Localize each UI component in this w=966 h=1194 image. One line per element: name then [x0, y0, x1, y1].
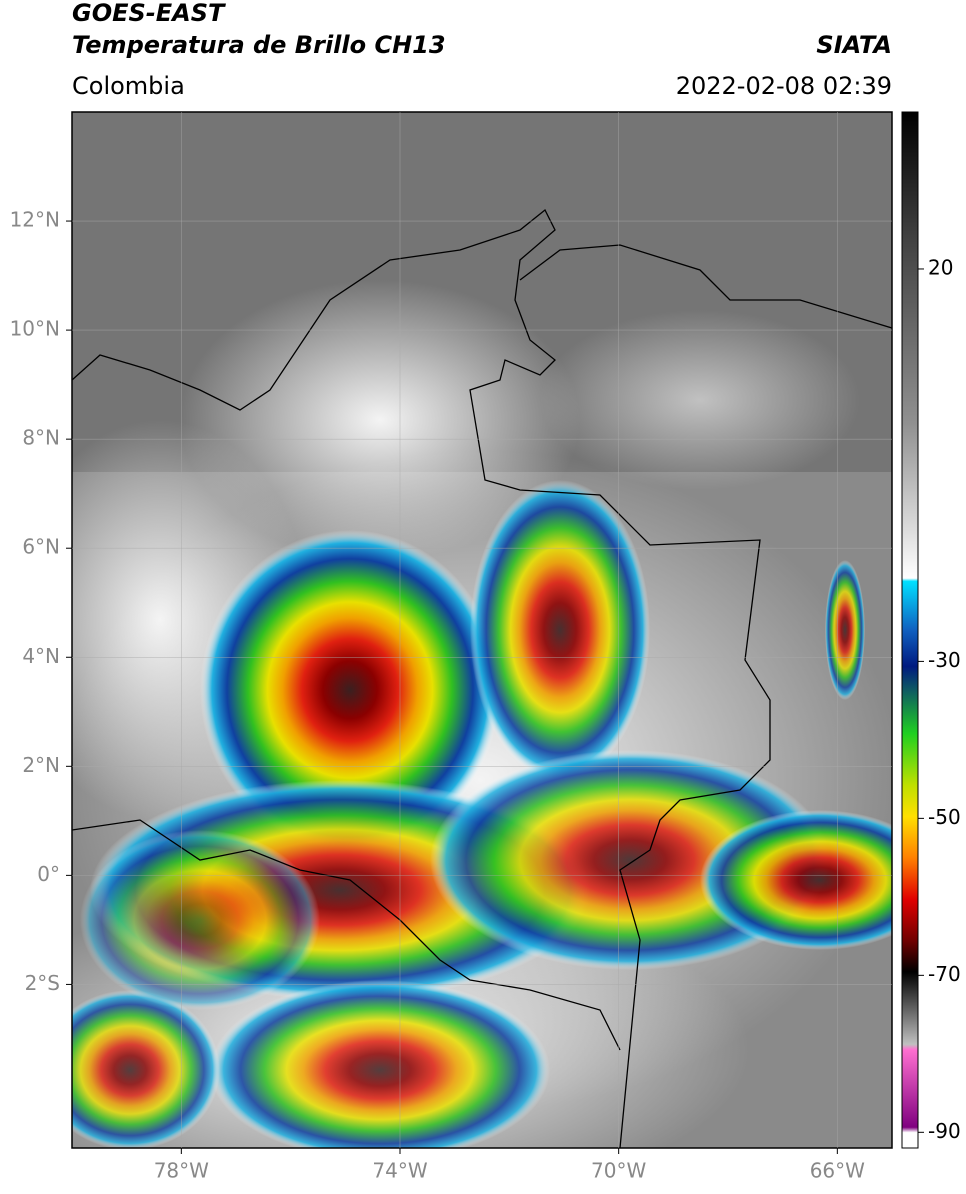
colorbar-tick-label: -90: [928, 1119, 961, 1143]
y-tick-label: 12°N: [10, 208, 60, 232]
y-tick-label: 4°N: [22, 644, 60, 668]
x-tick-label: 74°W: [372, 1159, 427, 1183]
satellite-image: [72, 112, 892, 1148]
x-tick-label: 78°W: [154, 1159, 209, 1183]
colorbar: [901, 111, 919, 1149]
source-label: SIATA: [816, 31, 892, 59]
y-tick-label: 2°S: [25, 971, 60, 995]
colorbar-tick-label: -70: [928, 962, 961, 986]
region-label: Colombia: [72, 72, 185, 100]
y-tick-label: 2°N: [22, 753, 60, 777]
product-title: Temperatura de Brillo CH13: [72, 31, 446, 59]
x-tick-label: 70°W: [591, 1159, 646, 1183]
datetime-label: 2022-02-08 02:39: [676, 72, 892, 100]
y-tick-label: 10°N: [10, 317, 60, 341]
satellite-title: GOES-EAST: [72, 0, 226, 27]
y-tick-label: 0°: [37, 862, 60, 886]
x-tick-label: 66°W: [810, 1159, 865, 1183]
colorbar-tick-label: 20: [928, 255, 953, 279]
y-tick-label: 6°N: [22, 535, 60, 559]
y-tick-label: 8°N: [22, 426, 60, 450]
map-frame: [71, 111, 893, 1149]
colorbar-tick-label: -30: [928, 648, 961, 672]
colorbar-tick-label: -50: [928, 805, 961, 829]
